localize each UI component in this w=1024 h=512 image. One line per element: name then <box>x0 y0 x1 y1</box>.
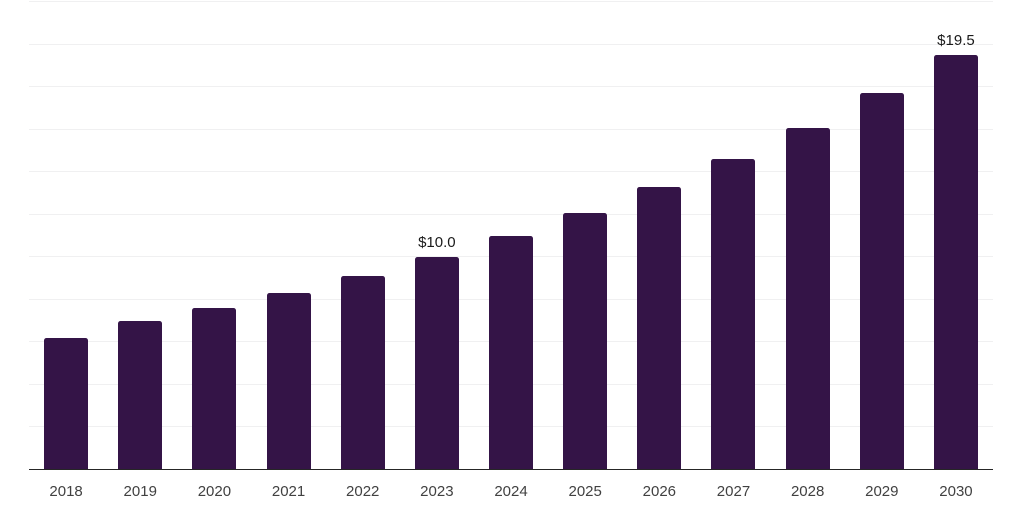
bar-band <box>771 0 845 470</box>
bar-value-label: $10.0 <box>418 234 456 252</box>
bar-band <box>251 0 325 470</box>
bar-band <box>326 0 400 470</box>
x-tick-label: 2024 <box>494 483 528 500</box>
x-tick-label: 2020 <box>197 483 232 500</box>
plot-area: $10.0 $19.5 <box>29 0 993 470</box>
bar-band <box>29 0 103 470</box>
bar-band <box>622 0 696 470</box>
bar <box>489 236 534 470</box>
x-tick-label: 2030 <box>939 483 973 500</box>
bar-band <box>103 0 177 470</box>
bar <box>711 159 756 470</box>
bar-band: $19.5 <box>919 0 993 470</box>
bar-band <box>548 0 622 470</box>
bar <box>44 338 89 470</box>
bar <box>192 308 237 470</box>
bar <box>118 321 163 470</box>
gridline <box>29 171 993 173</box>
bar <box>266 293 311 470</box>
bar <box>563 212 608 470</box>
gridline <box>29 1 993 2</box>
bar <box>340 276 385 470</box>
x-axis-line <box>29 468 993 470</box>
bar-band <box>845 0 919 470</box>
x-axis-tick-labels: 2018 2019 2020 2021 2022 2023 2024 2025 2026 2027… <box>29 483 993 500</box>
bar-band <box>474 0 548 470</box>
x-tick-label: 2028 <box>790 483 825 500</box>
x-tick-label: 2029 <box>865 483 899 500</box>
bar <box>785 127 830 470</box>
gridline <box>29 86 993 88</box>
bar <box>637 187 682 470</box>
bar-band <box>177 0 251 470</box>
x-tick-label: 2027 <box>716 483 751 500</box>
x-tick-label: 2021 <box>271 483 306 500</box>
x-tick-label: 2023 <box>420 483 454 500</box>
bar-band: $10.0 <box>400 0 474 470</box>
bar-band <box>696 0 770 470</box>
gridline <box>29 213 993 215</box>
bar <box>414 257 459 470</box>
gridline <box>29 128 993 130</box>
bars: $10.0 $19.5 <box>29 0 993 470</box>
x-tick-label: 2019 <box>123 483 157 500</box>
x-tick-label: 2018 <box>49 483 83 500</box>
bar <box>933 55 978 470</box>
x-tick-label: 2025 <box>568 483 602 500</box>
x-tick-label: 2026 <box>642 483 677 500</box>
bar-value-label: $19.5 <box>937 32 975 50</box>
x-tick-label: 2022 <box>346 483 380 500</box>
bar <box>859 93 904 470</box>
gridline <box>29 43 993 45</box>
